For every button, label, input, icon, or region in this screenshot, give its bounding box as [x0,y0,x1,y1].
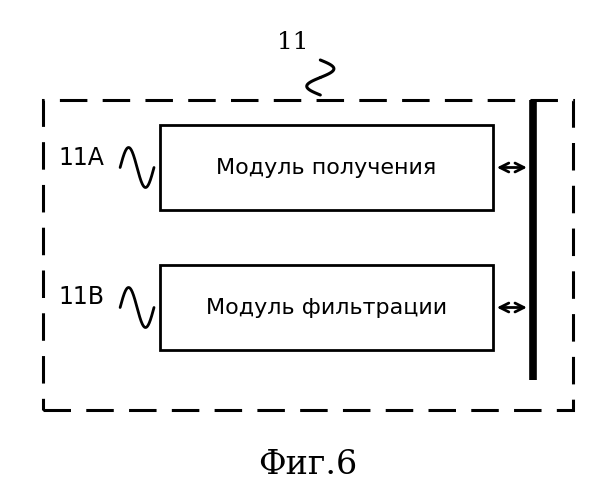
Text: 11A: 11A [59,146,104,170]
Text: Модуль фильтрации: Модуль фильтрации [206,298,447,318]
Bar [43,100,573,410]
Bar [160,125,493,210]
Text: 11: 11 [277,31,309,54]
Text: Фиг.6: Фиг.6 [258,449,358,481]
Text: 11B: 11B [59,286,105,310]
Text: Модуль получения: Модуль получения [216,158,437,178]
Bar [160,265,493,350]
